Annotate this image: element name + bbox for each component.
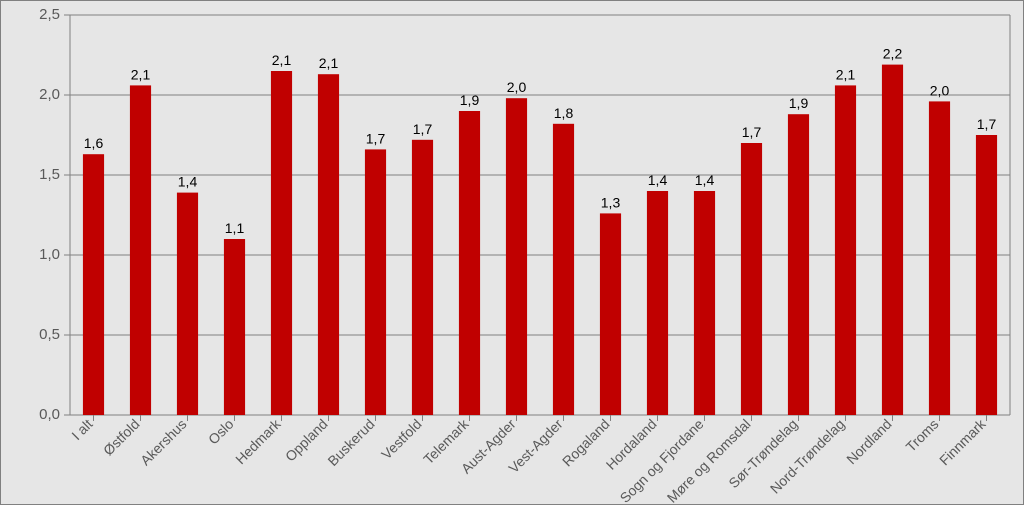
bar-value-label: 2,1 (836, 66, 856, 82)
bar-value-label: 2,1 (272, 52, 292, 68)
bar (741, 143, 762, 415)
bar (553, 124, 574, 415)
bar-value-label: 2,0 (930, 82, 950, 98)
bar (412, 140, 433, 415)
bar-value-label: 2,2 (883, 46, 903, 62)
bar-value-label: 2,0 (507, 79, 527, 95)
bar (882, 65, 903, 415)
bar-value-label: 1,7 (742, 124, 762, 140)
bar (835, 85, 856, 415)
bar-value-label: 1,7 (977, 116, 997, 132)
y-axis-label: 1,0 (39, 246, 60, 263)
y-axis-label: 0,0 (39, 406, 60, 423)
bar (929, 101, 950, 415)
bar (976, 135, 997, 415)
bar-value-label: 1,4 (695, 172, 715, 188)
bar-value-label: 1,8 (554, 105, 574, 121)
chart-svg: 0,00,51,01,52,02,51,6I alt2,1Østfold1,4A… (0, 0, 1024, 505)
bar-value-label: 1,1 (225, 220, 245, 236)
bar (694, 191, 715, 415)
bar (647, 191, 668, 415)
bar-value-label: 1,4 (178, 174, 198, 190)
bar (318, 74, 339, 415)
bar-value-label: 1,9 (460, 92, 480, 108)
bar-value-label: 1,4 (648, 172, 668, 188)
bar-value-label: 1,7 (413, 121, 433, 137)
bar (459, 111, 480, 415)
bar (506, 98, 527, 415)
bar (83, 154, 104, 415)
y-axis-label: 2,0 (39, 86, 60, 103)
bar (271, 71, 292, 415)
bar (788, 114, 809, 415)
bar (224, 239, 245, 415)
y-axis-label: 1,5 (39, 166, 60, 183)
bar-value-label: 1,7 (366, 130, 386, 146)
bar-chart: 0,00,51,01,52,02,51,6I alt2,1Østfold1,4A… (0, 0, 1024, 505)
bar-value-label: 2,1 (319, 55, 339, 71)
bar-value-label: 1,9 (789, 95, 809, 111)
bar-value-label: 1,6 (84, 135, 104, 151)
bar-value-label: 2,1 (131, 66, 151, 82)
bar (365, 149, 386, 415)
bar-value-label: 1,3 (601, 194, 621, 210)
y-axis-label: 0,5 (39, 326, 60, 343)
bar (177, 193, 198, 415)
y-axis-label: 2,5 (39, 6, 60, 23)
bar (130, 85, 151, 415)
bar (600, 213, 621, 415)
